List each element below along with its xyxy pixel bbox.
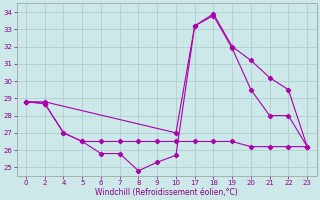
X-axis label: Windchill (Refroidissement éolien,°C): Windchill (Refroidissement éolien,°C) xyxy=(95,188,238,197)
